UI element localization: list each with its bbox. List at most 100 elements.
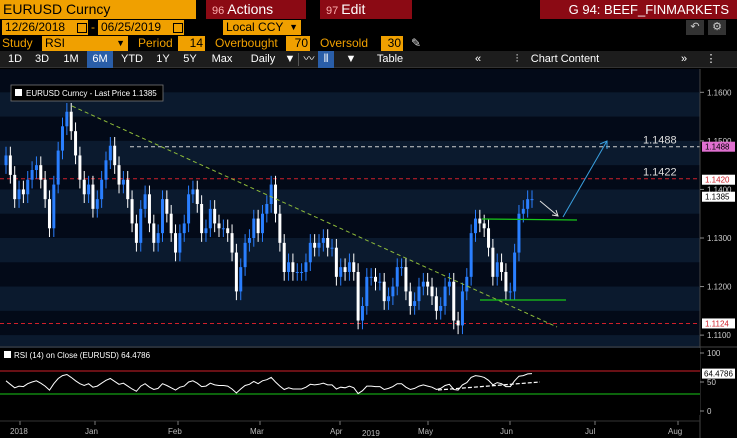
candle-body <box>256 218 260 234</box>
line-chart-icon[interactable]: 〰 <box>303 53 315 65</box>
edit-menu-button[interactable]: 97 Edit <box>320 0 412 19</box>
candle-body <box>378 281 382 283</box>
chart-content-button[interactable]: Chart Content <box>530 53 600 65</box>
x-tick-label: Aug <box>668 427 682 436</box>
candle-body <box>343 267 347 272</box>
settings-icon[interactable]: ⚙ <box>708 20 726 35</box>
calendar-icon[interactable] <box>170 20 184 35</box>
oversold-field[interactable]: 30 <box>381 36 403 51</box>
candle-body <box>382 281 386 302</box>
chevron-down-icon[interactable]: ▼ <box>345 53 357 65</box>
pullback-arrow[interactable] <box>539 200 559 217</box>
candle-body <box>152 223 156 243</box>
y-tick-label: 1.1300 <box>707 234 732 243</box>
x-tick-label: Mar <box>250 427 264 436</box>
end-date-field[interactable]: 06/25/2019 <box>98 20 170 35</box>
range-button-6m[interactable]: 6M <box>87 51 113 68</box>
candle-body <box>21 189 25 195</box>
period-field[interactable]: 14 <box>178 36 205 51</box>
candle-body <box>473 218 477 234</box>
candle-body <box>300 271 304 273</box>
rsi-tick-label: 50 <box>707 378 716 387</box>
range-button-1m[interactable]: 1M <box>63 53 79 65</box>
y-tick-label: 1.1500 <box>707 137 732 146</box>
table-button[interactable]: Table <box>376 53 404 65</box>
edit-menu-label: Edit <box>341 1 366 17</box>
candle-body <box>121 179 125 185</box>
study-value: RSI <box>45 36 66 50</box>
candle-body <box>321 237 325 243</box>
chevron-down-icon[interactable]: ▼ <box>284 53 296 65</box>
chart-content-icon[interactable]: ⫶ <box>515 53 519 65</box>
candle-body <box>413 301 417 306</box>
collapse-left-icon[interactable]: « <box>474 53 482 65</box>
candle-body <box>434 296 438 311</box>
range-button-1d[interactable]: 1D <box>7 53 23 65</box>
candle-body <box>117 165 121 185</box>
actions-menu-button[interactable]: 96 Actions <box>206 0 306 19</box>
candle-body <box>500 262 504 272</box>
candle-body <box>265 204 269 214</box>
y-tick-label: 1.1400 <box>707 185 732 194</box>
edit-menu-number: 97 <box>326 5 339 17</box>
target-arrow[interactable] <box>562 140 608 218</box>
candle-body <box>69 111 73 132</box>
start-date-field[interactable]: 12/26/2018 <box>2 20 74 35</box>
candle-body <box>13 174 17 200</box>
chevron-down-icon: ▼ <box>116 38 125 48</box>
study-select[interactable]: RSI ▼ <box>42 36 128 51</box>
more-options-icon[interactable]: ⋮ <box>705 53 717 65</box>
price-tag <box>702 191 735 202</box>
range-button-3d[interactable]: 3D <box>34 53 50 65</box>
range-button-1y[interactable]: 1Y <box>156 53 170 65</box>
calendar-icon[interactable] <box>74 20 88 35</box>
collapse-right-icon[interactable]: » <box>680 53 688 65</box>
candle-body <box>430 286 434 297</box>
frequency-select[interactable]: Daily <box>250 53 276 65</box>
period-label: Period <box>138 36 173 50</box>
legend-swatch <box>15 89 22 96</box>
candle-body <box>360 305 364 321</box>
rsi-legend-text: RSI (14) on Close (EURUSD) 64.4786 <box>14 351 151 360</box>
candle-body <box>260 213 264 234</box>
candle-body <box>165 199 169 214</box>
candle-body <box>208 208 212 229</box>
actions-menu-number: 96 <box>212 5 225 17</box>
rsi-tick-label: 0 <box>707 407 712 416</box>
level-label: 1.1422 <box>643 167 677 179</box>
candle-body <box>521 208 525 214</box>
candle-body <box>400 267 404 269</box>
rsi-tick-label: 100 <box>707 349 721 358</box>
candle-body <box>504 271 508 292</box>
candle-body <box>478 218 482 224</box>
support-line-upper[interactable] <box>481 218 578 221</box>
candle-body <box>287 262 291 272</box>
candlestick-icon[interactable]: ⫴ <box>318 51 334 68</box>
range-button-ytd[interactable]: YTD <box>121 53 143 65</box>
currency-select[interactable]: Local CCY ▼ <box>223 20 301 35</box>
overbought-field[interactable]: 70 <box>286 36 310 51</box>
x-tick-label: Jun <box>500 427 513 436</box>
candle-body <box>65 111 69 127</box>
candle-body <box>239 267 243 292</box>
security-ticker-field[interactable]: EURUSD Curncy <box>0 0 196 19</box>
candle-body <box>4 155 8 166</box>
candle-body <box>274 184 278 214</box>
x-tick-label: Feb <box>168 427 182 436</box>
downtrend-line[interactable] <box>71 105 558 328</box>
chart-area[interactable]: EURUSD Curncy - Last Price 1.1385 1.1488… <box>0 69 737 438</box>
range-button-max[interactable]: Max <box>211 53 233 65</box>
price-chart[interactable]: EURUSD Curncy - Last Price 1.1385 1.1488… <box>0 69 737 438</box>
rsi-trend-line[interactable] <box>437 381 541 391</box>
candle-body <box>74 131 78 156</box>
pencil-icon[interactable]: ✎ <box>411 36 422 50</box>
candle-body <box>347 262 351 272</box>
candle-body <box>517 213 521 253</box>
range-button-5y[interactable]: 5Y <box>183 53 197 65</box>
undo-icon[interactable]: ↶ <box>686 20 704 35</box>
candle-body <box>143 194 147 209</box>
candle-body <box>191 189 195 195</box>
price-tag <box>702 318 735 329</box>
candle-body <box>513 252 517 292</box>
candle-body <box>200 204 204 234</box>
